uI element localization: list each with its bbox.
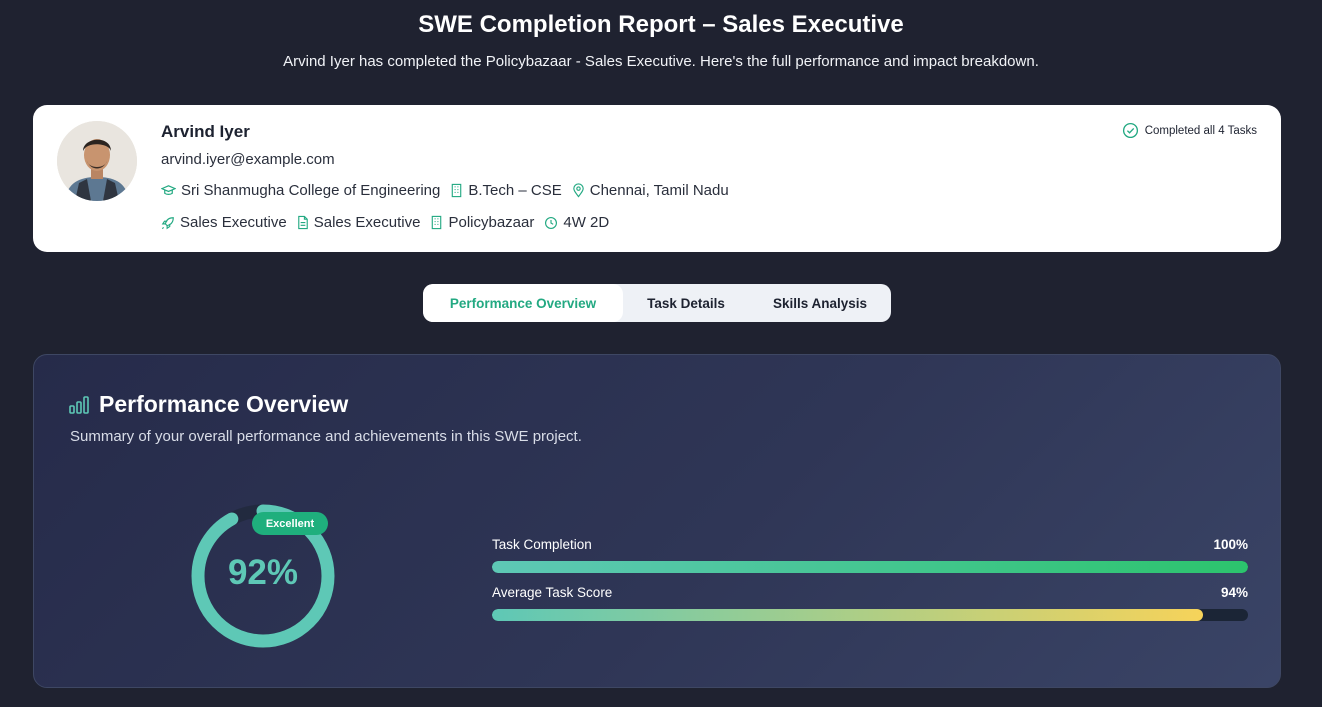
metric-label: Average Task Score: [492, 585, 613, 600]
education-row: Sri Shanmugha College of Engineering B.T…: [161, 182, 739, 199]
page-subtitle: Arvind Iyer has completed the Policybaza…: [283, 53, 1039, 70]
score-gauge: [191, 504, 335, 648]
score-gauge-arc: [191, 504, 335, 648]
avatar: [57, 121, 137, 201]
metric-label: Task Completion: [492, 537, 592, 552]
progress-fill: [492, 609, 1203, 621]
role-item: Sales Executive: [161, 214, 287, 231]
performance-panel: Performance Overview Summary of your ove…: [33, 354, 1281, 688]
college-text: Sri Shanmugha College of Engineering: [181, 182, 441, 199]
tab-task-details[interactable]: Task Details: [647, 295, 725, 311]
profile-email: arvind.iyer@example.com: [161, 151, 335, 168]
metric-value: 100%: [1213, 537, 1248, 552]
rating-badge: Excellent: [252, 512, 328, 535]
rocket-icon: [161, 216, 174, 229]
project-row: Sales Executive Sales Executive Policyba…: [161, 214, 619, 231]
duration-text: 4W 2D: [563, 214, 610, 231]
role-text: Sales Executive: [180, 214, 287, 231]
profile-card: Arvind Iyer arvind.iyer@example.com Sri …: [33, 105, 1281, 252]
degree-item: B.Tech – CSE: [450, 182, 562, 199]
performance-description: Summary of your overall performance and …: [70, 428, 582, 445]
building-icon: [432, 215, 442, 230]
graduation-cap-icon: [161, 185, 176, 195]
tab-skills-analysis[interactable]: Skills Analysis: [772, 295, 868, 311]
metric-average-task-score: Average Task Score 94%: [492, 585, 1248, 621]
project-item: Sales Executive: [297, 214, 421, 231]
metric-value: 94%: [1220, 585, 1248, 600]
progress-track: [492, 561, 1248, 573]
tab-bar: Performance Overview Task Details Skills…: [423, 284, 891, 322]
score-value: 92%: [227, 553, 299, 592]
profile-name: Arvind Iyer: [161, 122, 250, 141]
clock-icon: [545, 216, 558, 229]
check-circle-icon: [1122, 122, 1138, 139]
college-item: Sri Shanmugha College of Engineering: [161, 182, 440, 199]
building-icon: [452, 183, 462, 198]
company-item: Policybazaar: [430, 214, 534, 231]
document-icon: [297, 215, 308, 230]
completed-badge: Completed all 4 Tasks: [1122, 122, 1257, 139]
duration-item: 4W 2D: [544, 214, 609, 231]
progress-fill: [492, 561, 1248, 573]
metric-task-completion: Task Completion 100%: [492, 537, 1248, 573]
tab-performance-overview[interactable]: Performance Overview: [423, 284, 623, 322]
bar-chart-icon: [69, 395, 89, 414]
map-pin-icon: [572, 183, 584, 198]
performance-heading-text: Performance Overview: [99, 391, 349, 417]
completed-text: Completed all 4 Tasks: [1144, 124, 1257, 137]
project-text: Sales Executive: [313, 214, 421, 231]
location-text: Chennai, Tamil Nadu: [589, 182, 729, 199]
performance-heading: Performance Overview: [68, 391, 348, 418]
degree-text: B.Tech – CSE: [468, 182, 562, 199]
page-title: SWE Completion Report – Sales Executive: [418, 11, 904, 38]
location-item: Chennai, Tamil Nadu: [572, 182, 729, 199]
progress-track: [492, 609, 1248, 621]
company-text: Policybazaar: [448, 214, 535, 231]
